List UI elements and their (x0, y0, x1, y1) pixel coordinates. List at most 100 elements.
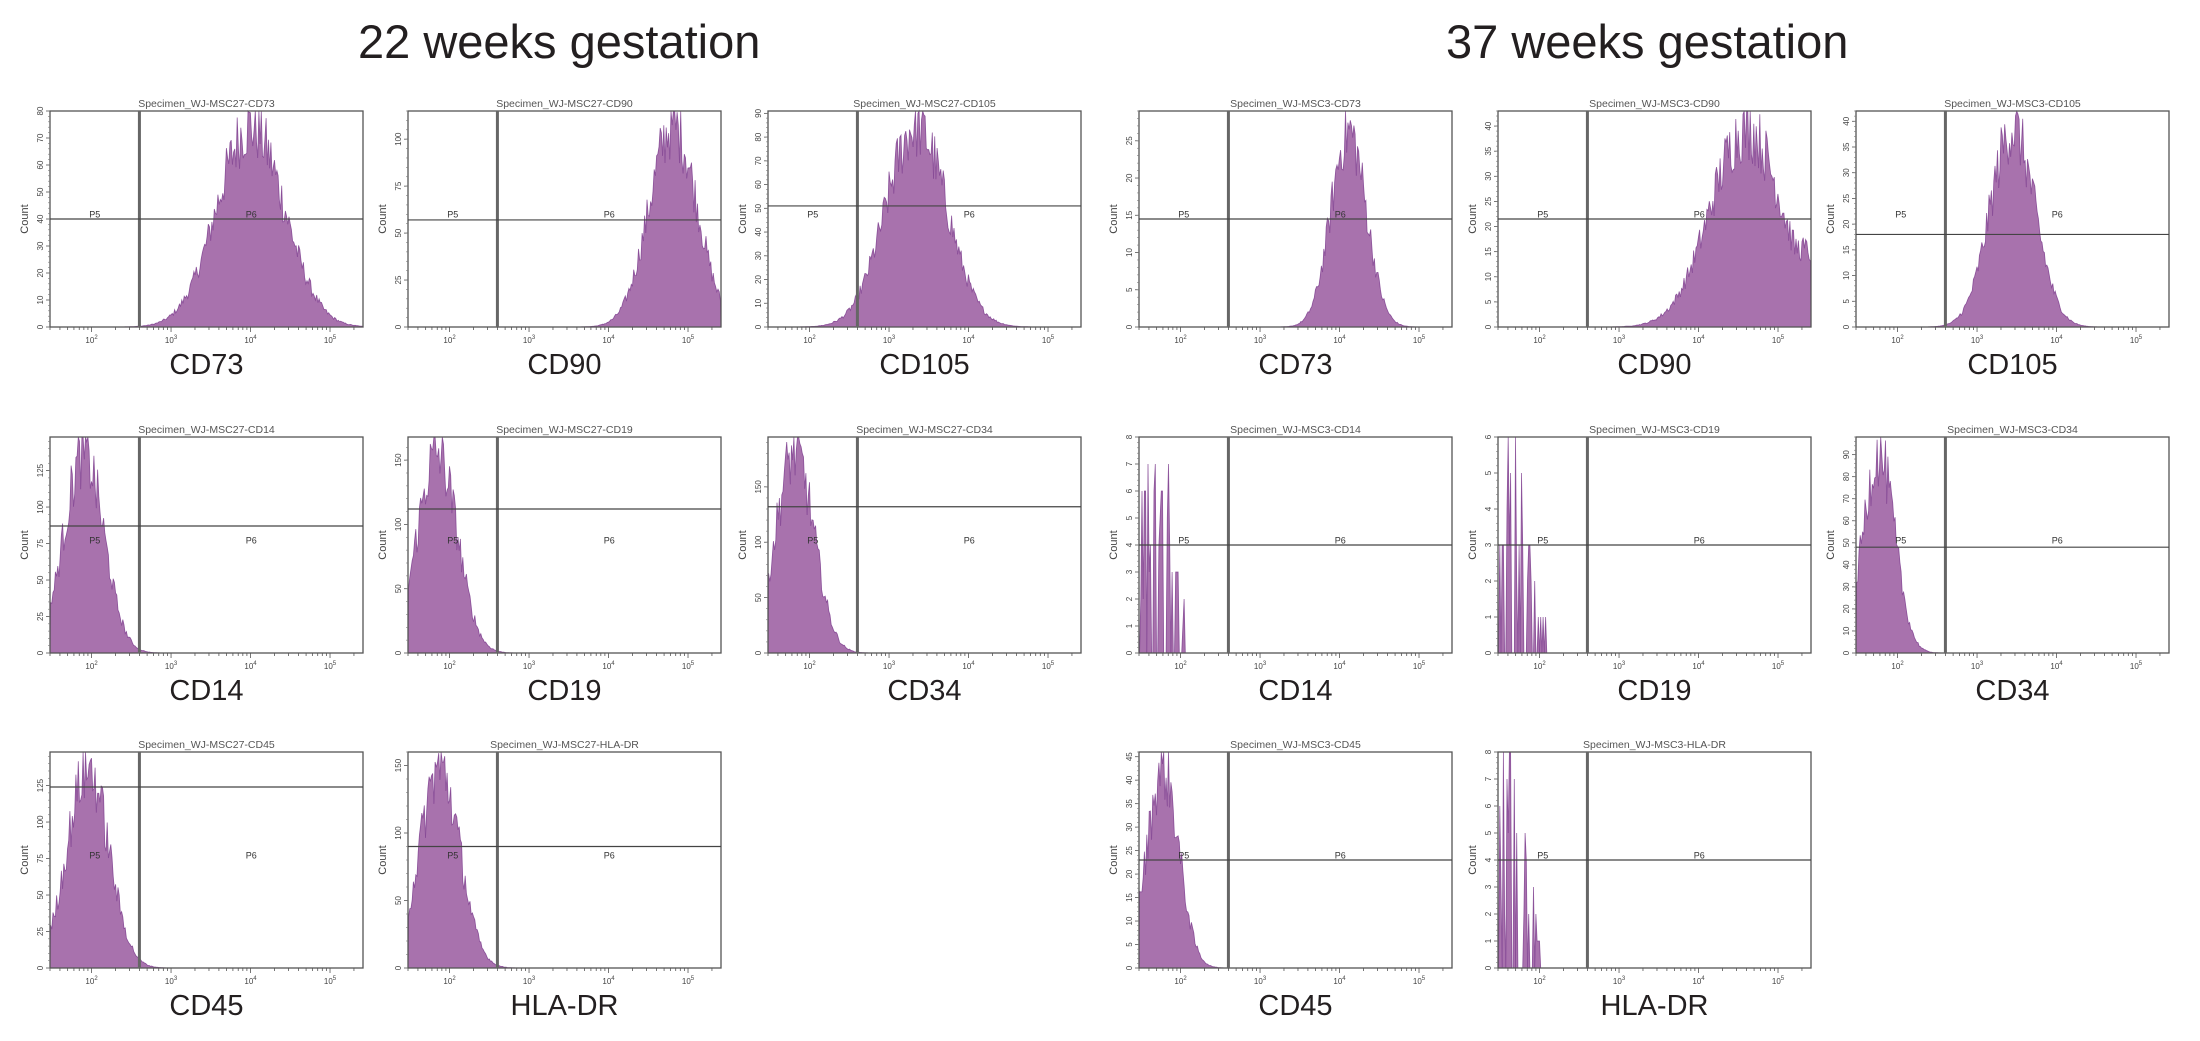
histogram-panel-cd45-37w: Specimen_WJ-MSC3-CD45 P5 P6 102 103 104 105 0 5 1… (1099, 732, 1472, 1028)
y-tick-label: 0 (1842, 650, 1851, 655)
plot-frame (407, 110, 722, 328)
plot-title: Specimen_WJ-MSC27-CD14 (138, 424, 275, 436)
x-tick-label: 105 (324, 335, 337, 345)
x-tick-label: 103 (1971, 335, 1984, 345)
y-tick-label: 0 (394, 324, 403, 329)
histogram-svg: Specimen_WJ-MSC3-CD73 P5 P6 102 103 104 105 0 5 1… (1108, 98, 1453, 345)
x-tick-label: 103 (1613, 976, 1626, 986)
x-tick-label: 104 (244, 976, 257, 986)
y-axis-label: Count (1108, 845, 1120, 874)
gate-label-p5: P5 (807, 210, 818, 220)
gate-label-p6: P6 (246, 210, 257, 220)
y-tick-label: 30 (754, 251, 763, 260)
histogram-panel-cd73-37w: Specimen_WJ-MSC3-CD73 P5 P6 102 103 104 105 0 5 1… (1099, 91, 1472, 387)
x-tick-label: 102 (1891, 335, 1904, 345)
gate-label-p6: P6 (1694, 210, 1705, 220)
y-tick-label: 0 (394, 650, 403, 655)
gate-label-p6: P6 (1335, 536, 1346, 546)
y-tick-label: 100 (754, 535, 763, 549)
y-tick-label: 20 (36, 268, 45, 277)
y-tick-label: 70 (754, 156, 763, 165)
y-tick-label: 35 (1125, 799, 1134, 808)
x-tick-label: 104 (244, 661, 257, 671)
y-axis-label: Count (19, 845, 31, 874)
x-tick-label: 105 (1413, 335, 1426, 345)
y-tick-label: 150 (394, 758, 403, 772)
histogram-svg: Specimen_WJ-MSC27-CD14 P5 P6 102 103 104 105 0 2… (19, 424, 364, 671)
y-tick-label: 20 (1125, 173, 1134, 182)
y-tick-label: 5 (1125, 942, 1134, 947)
y-tick-label: 100 (394, 132, 403, 146)
x-tick-label: 103 (883, 335, 896, 345)
marker-label: CD90 (1617, 349, 1692, 381)
y-tick-label: 70 (1842, 494, 1851, 503)
x-tick-label: 102 (1891, 661, 1904, 671)
y-tick-label: 15 (1125, 893, 1134, 902)
y-tick-label: 50 (394, 896, 403, 905)
y-tick-label: 20 (1484, 222, 1493, 231)
x-tick-label: 103 (1613, 335, 1626, 345)
histogram-svg: Specimen_WJ-MSC3-HLA-DR P5 P6 102 103 104 105 0… (1467, 739, 1812, 986)
x-tick-label: 105 (682, 335, 695, 345)
y-tick-label: 100 (36, 815, 45, 829)
x-tick-label: 105 (682, 661, 695, 671)
gate-label-p5: P5 (447, 536, 458, 546)
y-tick-label: 10 (1125, 248, 1134, 257)
y-tick-label: 30 (1125, 822, 1134, 831)
y-tick-label: 75 (394, 181, 403, 190)
gate-label-p5: P5 (1537, 210, 1548, 220)
gate-label-p5: P5 (1537, 536, 1548, 546)
plot-frame (767, 436, 1082, 654)
x-tick-label: 103 (523, 335, 536, 345)
x-tick-label: 104 (2050, 661, 2063, 671)
y-tick-label: 40 (1842, 560, 1851, 569)
marker-label: HLA-DR (1600, 990, 1709, 1022)
gate-label-p5: P5 (807, 536, 818, 546)
gate-label-p6: P6 (2052, 210, 2063, 220)
y-axis-label: Count (1467, 530, 1479, 559)
y-tick-label: 7 (1484, 776, 1493, 781)
gate-label-p5: P5 (1178, 851, 1189, 861)
y-tick-label: 80 (754, 132, 763, 141)
histogram-svg: Specimen_WJ-MSC3-CD45 P5 P6 102 103 104 105 0 5 1… (1108, 739, 1453, 986)
histogram-panel-cd19-22w: Specimen_WJ-MSC27-CD19 P5 P6 102 103 104 105 0 5… (368, 417, 741, 713)
y-tick-label: 4 (1484, 857, 1493, 862)
y-tick-label: 4 (1484, 506, 1493, 511)
y-tick-label: 3 (1125, 569, 1134, 574)
y-tick-label: 30 (1842, 582, 1851, 591)
histogram-panel-cd45-22w: Specimen_WJ-MSC27-CD45 P5 P6 102 103 104 105 0 2… (10, 732, 383, 1028)
x-tick-label: 104 (962, 335, 975, 345)
y-tick-label: 40 (1125, 775, 1134, 784)
plot-title: Specimen_WJ-MSC27-HLA-DR (490, 739, 639, 751)
marker-label: CD73 (169, 349, 244, 381)
x-tick-label: 103 (883, 661, 896, 671)
y-tick-label: 0 (1125, 324, 1134, 329)
histogram-svg: Specimen_WJ-MSC3-CD14 P5 P6 102 103 104 105 0 1 2… (1108, 424, 1453, 671)
y-tick-label: 35 (1484, 146, 1493, 155)
y-tick-label: 25 (1842, 193, 1851, 202)
y-tick-label: 6 (1125, 488, 1134, 493)
y-tick-label: 0 (1484, 324, 1493, 329)
y-tick-label: 10 (754, 298, 763, 307)
y-tick-label: 80 (1842, 472, 1851, 481)
x-tick-label: 105 (324, 661, 337, 671)
y-tick-label: 125 (36, 778, 45, 792)
x-tick-label: 103 (1254, 335, 1267, 345)
y-tick-label: 50 (394, 228, 403, 237)
y-tick-label: 100 (394, 517, 403, 531)
y-tick-label: 2 (1484, 911, 1493, 916)
gate-label-p6: P6 (964, 536, 975, 546)
marker-label: CD19 (527, 675, 602, 707)
x-tick-label: 102 (85, 335, 98, 345)
y-tick-label: 50 (754, 203, 763, 212)
y-tick-label: 0 (754, 650, 763, 655)
x-tick-label: 103 (165, 335, 178, 345)
y-axis-label: Count (1108, 204, 1120, 233)
y-tick-label: 45 (1125, 752, 1134, 761)
y-tick-label: 2 (1125, 596, 1134, 601)
y-tick-label: 25 (1125, 136, 1134, 145)
x-tick-label: 103 (1613, 661, 1626, 671)
gate-label-p6: P6 (246, 851, 257, 861)
plot-frame (407, 436, 722, 654)
